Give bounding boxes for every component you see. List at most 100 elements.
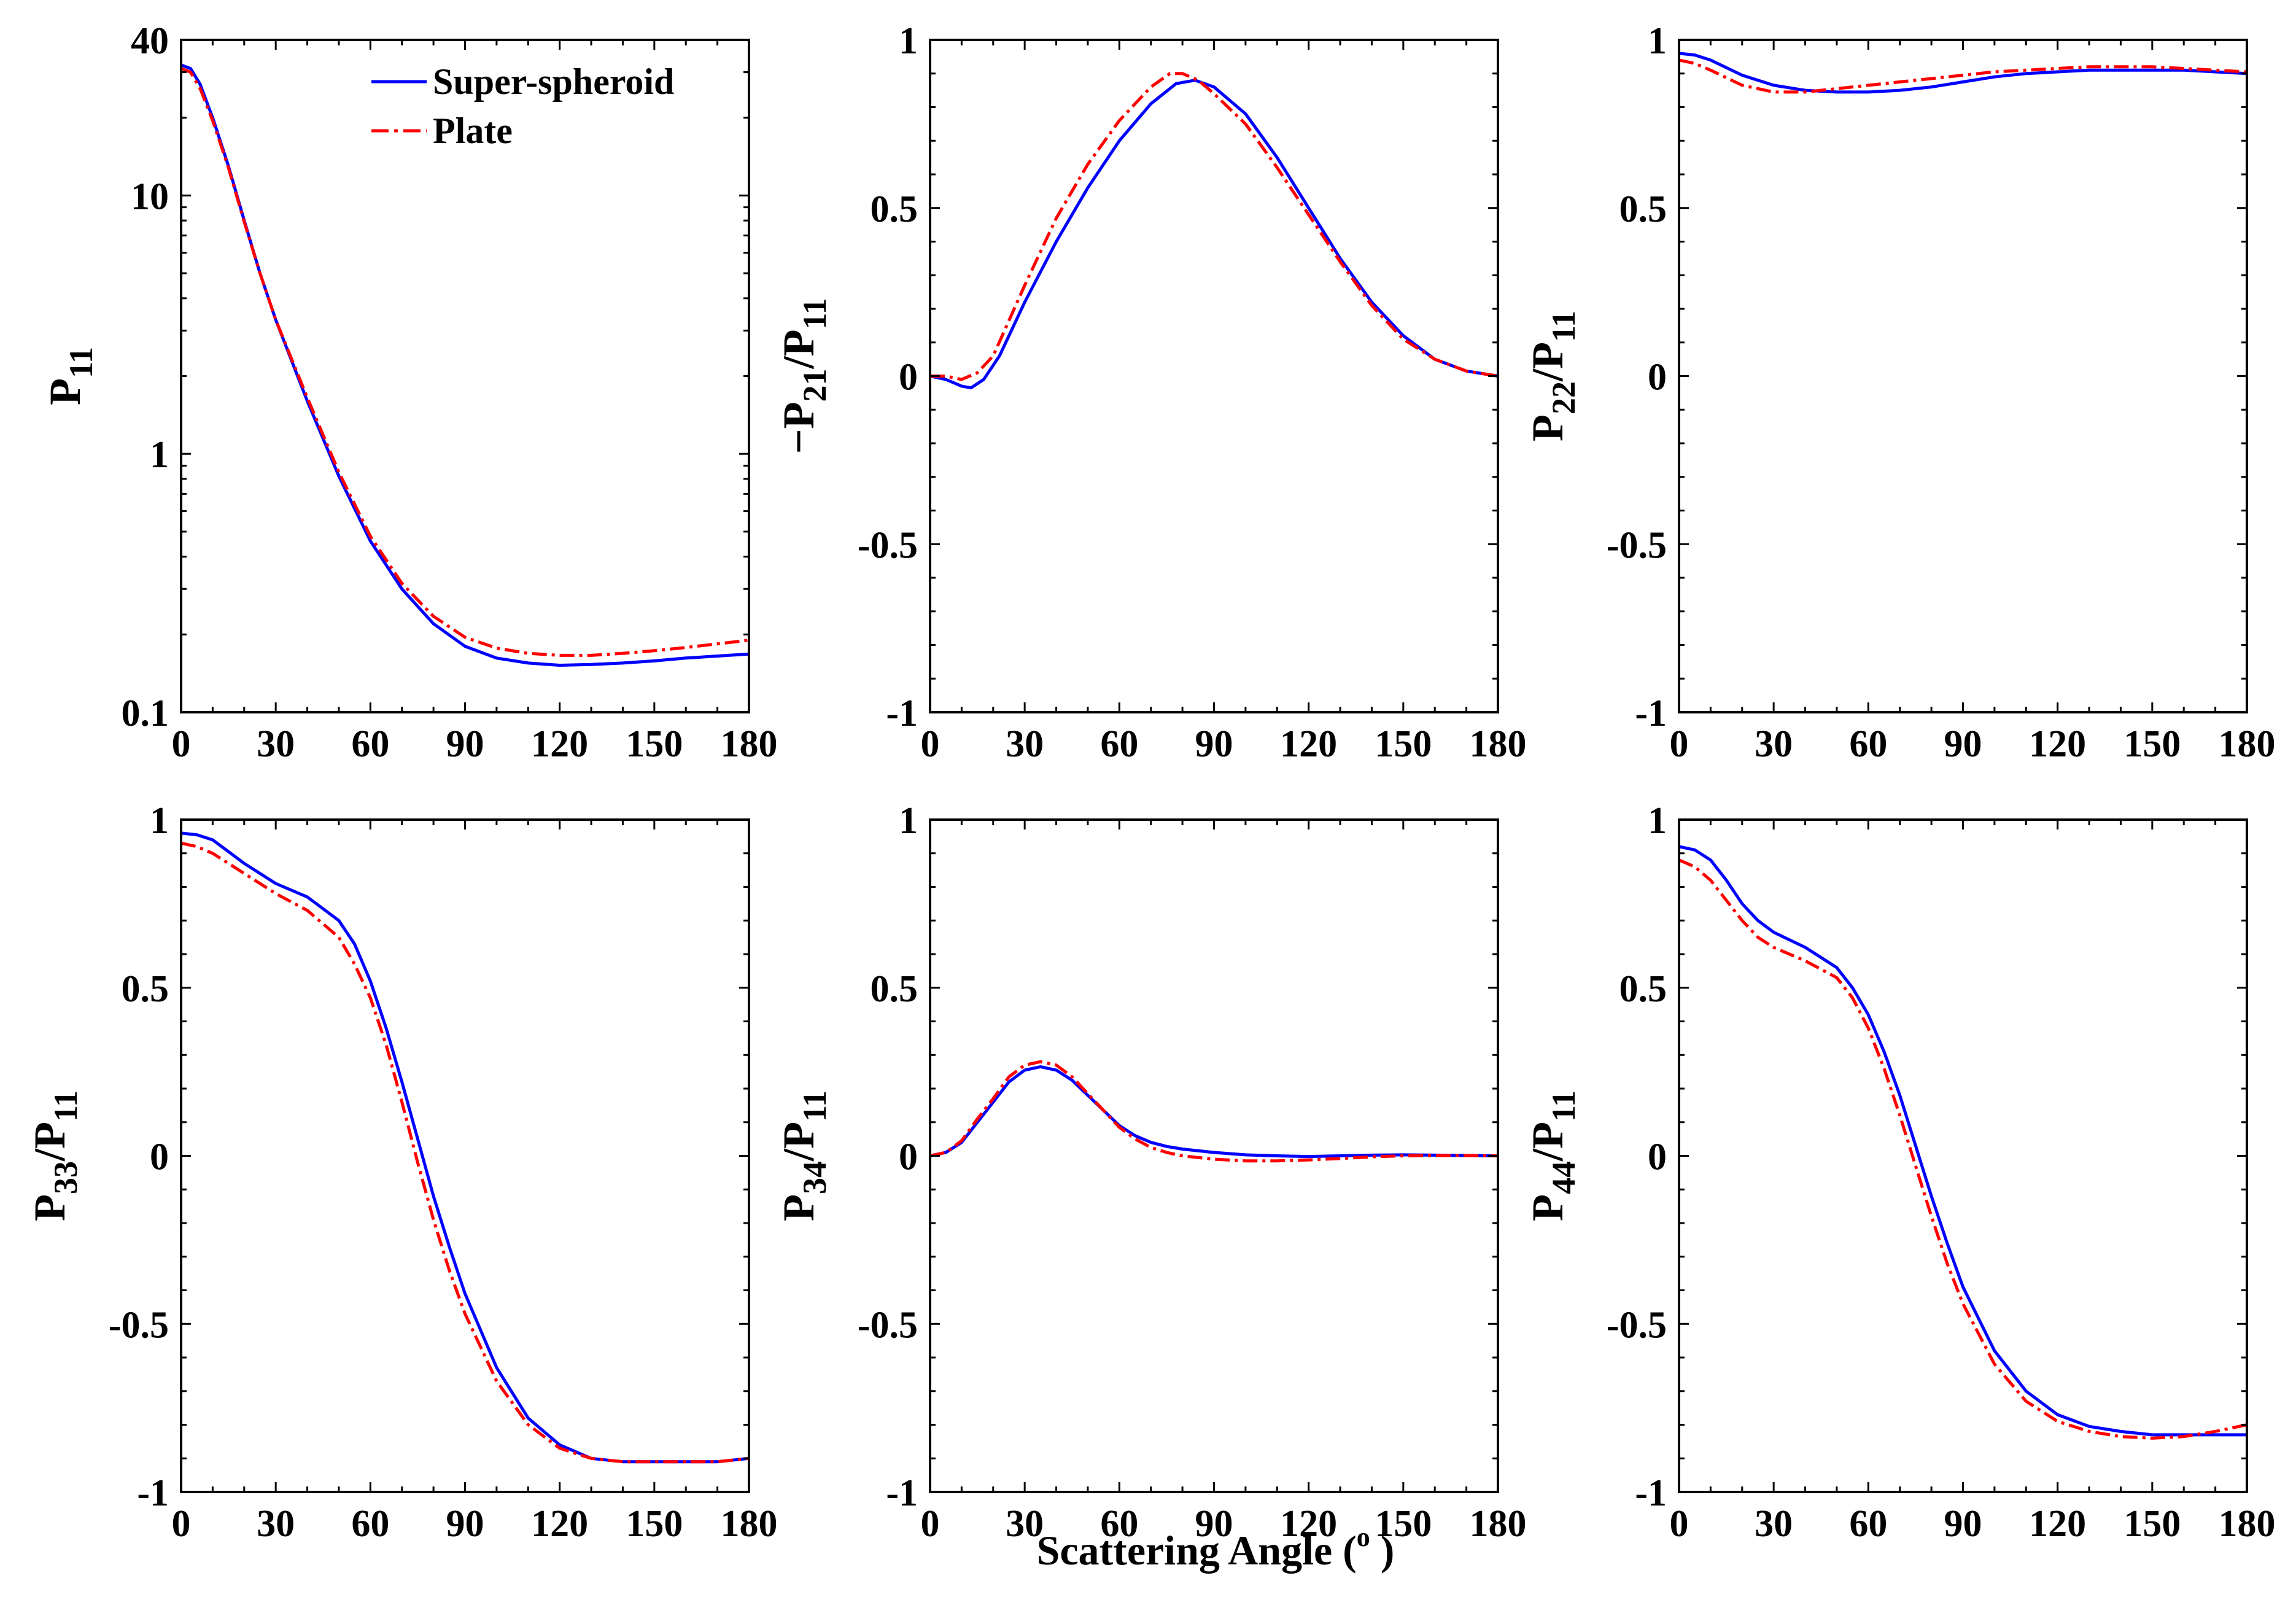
axes-frame-p44	[1678, 818, 2248, 1493]
y-tick-label-p34: 0	[899, 1136, 918, 1178]
x-axis-label-text: Scattering Angle (	[1037, 1527, 1357, 1574]
y-tick-label-p22: 1	[1648, 20, 1667, 62]
y-tick-label-p33: -0.5	[109, 1304, 169, 1346]
legend-label-plate: Plate	[433, 111, 513, 151]
y-axis-label-part: 11	[47, 1090, 84, 1122]
legend-label-super-spheroid: Super-spheroid	[433, 61, 674, 102]
x-tick-label-p33: 60	[351, 1503, 389, 1545]
y-tick-label-p33: 1	[150, 800, 169, 842]
y-axis-label-part: P	[1523, 414, 1572, 441]
panel-p22: 0 30 60 90 120 150 180 -1 -0.5 0 0.5 1 P22/P11	[1523, 20, 2276, 765]
x-tick-label-p11: 90	[446, 723, 484, 765]
x-tick-label-p33: 180	[721, 1503, 778, 1545]
y-axis-label-p22: P22/P11	[1523, 311, 1582, 441]
y-axis-label-p34: P34/P11	[774, 1090, 833, 1221]
x-tick-label-p34: 90	[1195, 1503, 1233, 1545]
x-axis-label-close: )	[1370, 1527, 1395, 1574]
x-tick-label-p34: 0	[921, 1503, 940, 1545]
y-axis-label-part: −	[774, 429, 823, 454]
y-tick-label-p21: 0	[899, 357, 918, 398]
x-tick-label-p11: 120	[531, 723, 588, 765]
x-tick-label-p11: 0	[172, 723, 191, 765]
y-tick-label-p34: 0.5	[871, 968, 918, 1010]
y-tick-label-p44: -0.5	[1607, 1304, 1667, 1346]
x-tick-label-p44: 150	[2123, 1503, 2181, 1545]
x-tick-label-p34: 120	[1280, 1503, 1337, 1545]
x-tick-label-p44: 30	[1755, 1503, 1793, 1545]
y-axis-label-part: P	[774, 402, 823, 429]
y-axis-label-part: 22	[1545, 381, 1582, 414]
y-axis-label-part: 11	[796, 1090, 833, 1122]
y-axis-label-part: P	[1523, 1194, 1572, 1221]
series-super-spheroid-p11	[180, 63, 750, 667]
y-tick-label-p11: 1	[150, 434, 169, 476]
y-tick-label-p22: 0.5	[1619, 188, 1667, 230]
y-tick-label-p33: 0	[150, 1136, 169, 1178]
series-plate-p33	[180, 841, 750, 1464]
x-tick-label-p21: 120	[1280, 723, 1337, 765]
x-tick-label-p33: 0	[172, 1503, 191, 1545]
x-tick-label-p21: 30	[1006, 723, 1044, 765]
y-tick-label-p21: -1	[886, 693, 918, 734]
series-plate-p21	[930, 72, 1499, 381]
y-axis-label-part: P	[41, 378, 90, 405]
panel-p44: 0 30 60 90 120 150 180 -1 -0.5 0 0.5 1 P44/P11	[1523, 800, 2276, 1545]
y-axis-label-part: 44	[1545, 1161, 1582, 1194]
x-tick-label-p33: 90	[446, 1503, 484, 1545]
y-tick-label-p33: 0.5	[122, 968, 169, 1010]
y-axis-label-part: /P	[774, 330, 823, 370]
y-axis-label-part: /P	[25, 1122, 74, 1162]
x-tick-label-p44: 60	[1849, 1503, 1887, 1545]
x-tick-label-p21: 60	[1100, 723, 1138, 765]
y-tick-label-p21: 1	[899, 20, 918, 62]
y-axis-label-part: /P	[1523, 342, 1572, 382]
series-plate-p22	[1678, 58, 2248, 94]
x-tick-label-p11: 150	[626, 723, 683, 765]
series-super-spheroid-p34	[929, 1065, 1499, 1159]
series-super-spheroid-p33	[180, 831, 750, 1464]
x-tick-label-p11: 30	[257, 723, 295, 765]
x-tick-label-p22: 60	[1849, 723, 1887, 765]
x-tick-label-p22: 180	[2219, 723, 2276, 765]
y-tick-label-p11: 10	[131, 176, 169, 217]
y-tick-label-p34: -1	[886, 1472, 918, 1514]
x-tick-label-p44: 0	[1670, 1503, 1689, 1545]
x-tick-label-p34: 180	[1470, 1503, 1527, 1545]
x-tick-label-p21: 180	[1470, 723, 1527, 765]
x-tick-label-p22: 30	[1755, 723, 1793, 765]
y-tick-label-p21: 0.5	[871, 188, 918, 230]
panel-p21: 0 30 60 90 120 150 180 -1 -0.5 0 0.5 1 −P21/P11	[774, 20, 1527, 765]
y-axis-label-part: /P	[774, 1122, 823, 1162]
y-tick-label-p22: 0	[1648, 357, 1667, 398]
y-tick-label-p44: 0	[1648, 1136, 1667, 1178]
series-super-spheroid-p44	[1678, 845, 2247, 1437]
series-super-spheroid-p22	[1678, 52, 2248, 94]
legend: Super-spheroid Plate	[371, 61, 674, 151]
y-axis-label-part: P	[25, 1194, 74, 1221]
axes-frame-p21	[929, 39, 1499, 713]
x-tick-label-p11: 60	[351, 723, 389, 765]
axes-frame-p33	[180, 818, 750, 1493]
x-tick-label-p34: 60	[1100, 1503, 1138, 1545]
x-tick-label-p22: 150	[2123, 723, 2181, 765]
axes-frame-p22	[1678, 39, 2248, 713]
y-axis-label-p21: −P21/P11	[774, 298, 833, 454]
x-tick-label-p44: 180	[2219, 1503, 2276, 1545]
series-plate-p11	[180, 67, 750, 657]
x-tick-label-p33: 30	[257, 1503, 295, 1545]
x-tick-label-p22: 120	[2029, 723, 2086, 765]
x-tick-label-p34: 30	[1006, 1503, 1044, 1545]
y-axis-label-part: 11	[63, 347, 99, 378]
y-axis-label-part: 11	[1545, 311, 1582, 342]
x-tick-label-p33: 120	[531, 1503, 588, 1545]
y-tick-label-p22: -1	[1635, 693, 1667, 734]
y-tick-label-p44: 0.5	[1619, 968, 1667, 1010]
x-tick-label-p21: 150	[1375, 723, 1432, 765]
y-tick-label-p44: -1	[1635, 1472, 1667, 1514]
y-tick-label-p33: -1	[137, 1472, 169, 1514]
x-tick-label-p33: 150	[626, 1503, 683, 1545]
panel-p33: 0 30 60 90 120 150 180 -1 -0.5 0 0.5 1 P33/P11	[25, 800, 778, 1545]
y-axis-label-part: P	[774, 1194, 823, 1221]
